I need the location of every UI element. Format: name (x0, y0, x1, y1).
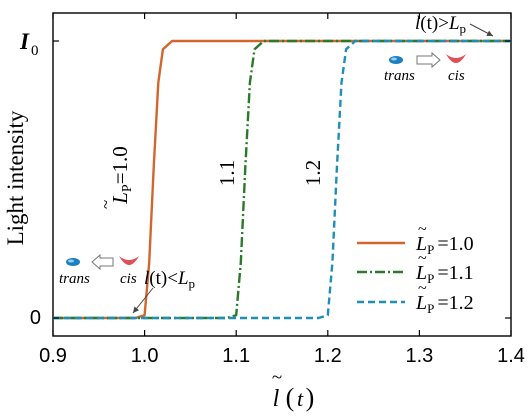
top-annotation-pointer (469, 23, 494, 37)
ticks-layer: 0.9 1.0 1.1 1.2 1.3 1.4 (39, 13, 525, 367)
x-axis-label-param: t (297, 386, 304, 411)
x-axis-label-open-paren: ( (286, 383, 295, 412)
bottom-conversion-arrow-icon (91, 253, 114, 271)
bottom-annotation-t: (t) (149, 268, 167, 289)
x-axis-label-main: l (273, 386, 280, 412)
x-tick-label-2: 1.1 (222, 345, 250, 367)
legend-tilde-2: ~ (418, 250, 427, 267)
y-axis-label: Light intensity (3, 110, 28, 245)
x-axis-label: ~ l ( t ) (272, 367, 314, 412)
curve-label-third: 1.2 (301, 160, 325, 186)
top-annotation-trans-label: trans (384, 68, 415, 84)
x-axis-label-close-paren: ) (306, 383, 315, 412)
plot-frame (52, 12, 512, 337)
legend: ~LP =1.0~LP =1.1~LP =1.2 (357, 221, 474, 316)
bottom-annotation-p: p (189, 276, 196, 291)
top-annotation-L: L (448, 13, 460, 34)
top-annotation-p: p (460, 21, 467, 36)
y-tick-top-sub: 0 (31, 43, 39, 59)
svg-text:LP=1.0: LP=1.0 (108, 146, 135, 205)
curve-label-first: LP=1.0 ~ (96, 146, 135, 209)
bottom-annotation-trans-label: trans (59, 271, 90, 287)
bottom-annotation-l: l (144, 268, 149, 289)
legend-label-1: LP =1.0 (415, 233, 474, 257)
series-line-3 (53, 39, 511, 320)
series-line-2 (53, 39, 511, 320)
y-tick-zero: 0 (30, 307, 41, 329)
legend-tilde-1: ~ (418, 221, 427, 238)
trans-molecule-highlight-icon (391, 57, 397, 61)
svg-text:l(t)>Lp: l(t)>Lp (415, 13, 466, 36)
x-tick-label-0: 0.9 (39, 345, 67, 367)
x-tick-label-4: 1.3 (405, 345, 433, 367)
bottom-annotation: trans cis l(t)<Lp (59, 253, 195, 314)
bottom-annotation-L: L (177, 268, 189, 289)
bottom-annotation-lt: < (167, 268, 178, 289)
legend-label-3: LP =1.2 (415, 292, 474, 316)
curve-label-first-symbol: L (108, 192, 132, 205)
legend-label-2: LP =1.1 (415, 262, 474, 286)
x-tick-label-5: 1.4 (497, 345, 525, 367)
bottom-annotation-pointer (132, 287, 154, 314)
top-annotation-t: (t) (420, 13, 438, 34)
top-annotation: l(t)>Lp trans cis (384, 13, 494, 84)
top-annotation-l: l (415, 13, 420, 34)
top-annotation-gt: > (438, 13, 449, 34)
curve-label-first-value: =1.0 (108, 146, 132, 184)
bottom-trans-molecule-highlight-icon (68, 259, 74, 263)
curve-label-second: 1.1 (215, 160, 239, 186)
series-layer (53, 39, 511, 320)
bottom-annotation-cis-label: cis (120, 271, 137, 287)
curve-label-first-sub: P (120, 184, 135, 192)
x-tick-label-1: 1.0 (131, 345, 159, 367)
legend-tilde-3: ~ (418, 280, 427, 297)
y-tick-top-main: I (19, 29, 30, 54)
y-tick-top: I 0 (19, 29, 38, 59)
curve-label-first-tilde: ~ (96, 200, 115, 209)
top-annotation-cis-label: cis (448, 68, 465, 84)
svg-text:l(t)<Lp: l(t)<Lp (144, 268, 195, 291)
bottom-cis-molecule-icon (119, 256, 139, 265)
cis-molecule-icon (446, 54, 466, 63)
x-tick-label-3: 1.2 (314, 345, 342, 367)
x-axis-tilde: ~ (272, 367, 282, 388)
conversion-arrow-icon (416, 51, 441, 69)
